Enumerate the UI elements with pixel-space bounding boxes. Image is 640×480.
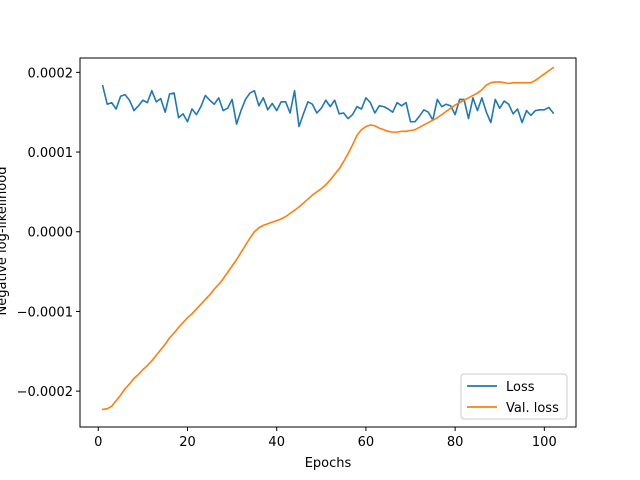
y-tick-label: 0.0000 [28,226,74,241]
axes-frame [79,57,577,428]
plot-area-border [79,57,577,428]
y-tick-label: −0.0002 [17,385,73,400]
legend: Loss Val. loss [460,373,568,420]
x-tick-label: 60 [358,435,375,450]
y-axis-ticks: −0.0002 −0.0001 0.0000 0.0001 0.0002 [17,66,80,400]
x-tick-label: 100 [532,435,557,450]
plot-lines [101,66,555,411]
x-tick-label: 80 [447,435,464,450]
x-tick-label: 0 [94,435,102,450]
series-line-val-loss [101,66,555,411]
legend-label-loss: Loss [506,380,535,395]
x-tick-label: 20 [179,435,196,450]
legend-label-val-loss: Val. loss [506,401,559,416]
series-line-loss [101,84,555,128]
y-tick-label: 0.0002 [28,66,74,81]
y-tick-label: 0.0001 [28,146,74,161]
x-tick-label: 40 [268,435,285,450]
y-tick-label: −0.0001 [17,305,73,320]
x-axis-label: Epochs [305,456,352,471]
x-axis-ticks: 0 20 40 60 80 100 [94,427,557,450]
y-axis-label: Negative log-likelihood [0,167,10,316]
